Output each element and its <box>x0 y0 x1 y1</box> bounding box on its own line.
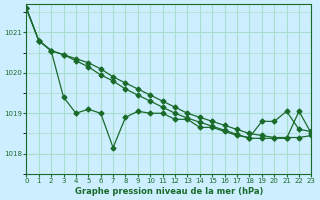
X-axis label: Graphe pression niveau de la mer (hPa): Graphe pression niveau de la mer (hPa) <box>75 187 263 196</box>
